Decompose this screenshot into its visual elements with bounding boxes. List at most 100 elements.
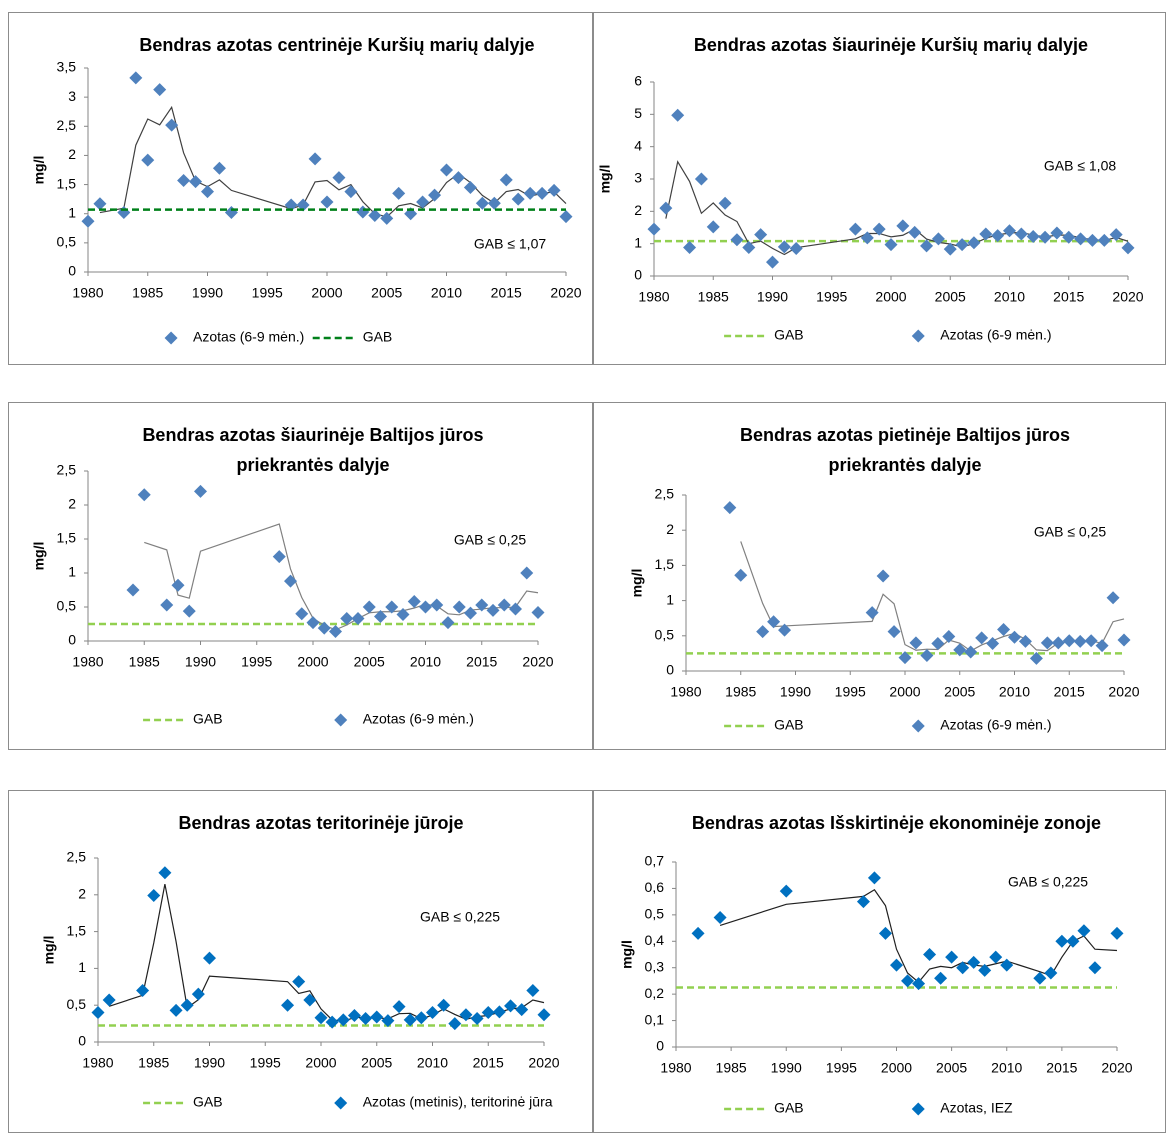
panel-border [593,12,1166,365]
y-tick-label: 0 [634,267,642,283]
legend-label: Azotas (metinis), teritorinė jūra [363,1094,553,1110]
data-point [464,606,477,620]
data-point [281,998,295,1012]
x-tick-label: 1990 [185,654,216,670]
data-point [81,214,95,228]
x-tick-label: 2005 [371,285,402,301]
y-tick-label: 1 [68,204,76,220]
data-point [317,621,331,635]
data-point [691,926,705,940]
legend-swatch [911,329,925,343]
data-point [463,180,477,194]
chart-panel: Bendras azotas Išskirtinėje ekonominėje … [593,790,1166,1133]
data-point [945,950,959,964]
panel-border [593,790,1166,1133]
legend-label: Azotas (6-9 mėn.) [940,717,1051,733]
data-point [890,958,903,972]
data-point [414,1011,428,1025]
x-tick-label: 2000 [311,285,342,301]
chart-title: priekrantės dalyje [236,455,389,475]
legend-swatch [334,1096,348,1110]
data-point [303,993,317,1007]
data-point [523,186,537,200]
data-point [136,983,150,997]
data-point [362,600,376,614]
data-point [535,186,549,200]
data-point [511,192,525,206]
x-tick-label: 1980 [660,1060,691,1076]
chart-title: Bendras azotas Išskirtinėje ekonominėje … [692,813,1101,833]
x-tick-label: 1995 [241,654,272,670]
data-point [1117,633,1131,647]
data-point [694,172,708,186]
data-point [284,574,297,588]
data-point [1095,639,1109,653]
data-point [934,971,948,985]
y-tick-label: 2,5 [57,462,77,478]
y-tick-label: 2,5 [67,849,87,865]
data-point [1088,961,1102,975]
data-point [320,195,334,209]
data-point [884,238,898,252]
chart-title: priekrantės dalyje [828,455,981,475]
data-point [487,196,501,210]
data-point [308,152,322,166]
data-point [767,615,781,629]
data-point [713,911,727,924]
data-point [742,241,756,255]
x-tick-label: 2005 [935,289,966,305]
annotation: GAB ≤ 0,225 [420,909,500,925]
x-tick-label: 2010 [431,285,462,301]
y-tick-label: 0,5 [645,906,665,922]
data-point [437,998,451,1012]
data-point [989,950,1003,964]
y-axis-label: mg/l [31,542,47,571]
data-point [931,637,945,651]
annotation: GAB ≤ 0,25 [454,532,526,548]
x-tick-label: 1985 [138,1055,169,1071]
data-point [147,889,161,903]
y-tick-label: 1,5 [57,530,77,546]
x-tick-label: 2010 [999,684,1030,700]
x-tick-label: 1980 [638,289,669,305]
data-point [296,198,310,212]
data-point [975,631,989,645]
data-point [141,153,155,167]
data-point [931,232,945,246]
y-tick-label: 1 [666,591,674,607]
data-point [706,220,720,234]
legend-label: GAB [774,327,804,343]
data-point [1062,230,1076,244]
data-point [1110,926,1124,940]
y-tick-label: 0 [666,662,674,678]
data-point [997,622,1011,636]
legend-label: Azotas, IEZ [940,1100,1013,1116]
data-point [718,196,732,210]
data-point [1055,934,1069,948]
data-point [723,501,737,515]
data-point [1074,232,1088,246]
data-point [878,926,892,940]
legend-label: GAB [774,717,804,733]
data-point [909,636,923,650]
data-point [158,866,172,880]
x-tick-label: 2015 [491,285,522,301]
data-point [347,1009,361,1023]
data-point [1109,228,1123,242]
y-tick-label: 0,5 [57,598,77,614]
data-point [671,108,685,122]
legend-swatch [911,719,925,733]
x-tick-label: 2020 [522,654,553,670]
x-tick-label: 1985 [132,285,163,301]
y-axis-label: mg/l [31,156,47,185]
data-point [1121,241,1135,255]
data-point [730,233,744,247]
data-point [1003,224,1016,238]
data-point [964,645,978,659]
data-point [1066,934,1080,948]
x-tick-label: 2000 [875,289,906,305]
data-point [1097,233,1111,247]
data-point [306,616,320,630]
data-point [160,598,174,612]
